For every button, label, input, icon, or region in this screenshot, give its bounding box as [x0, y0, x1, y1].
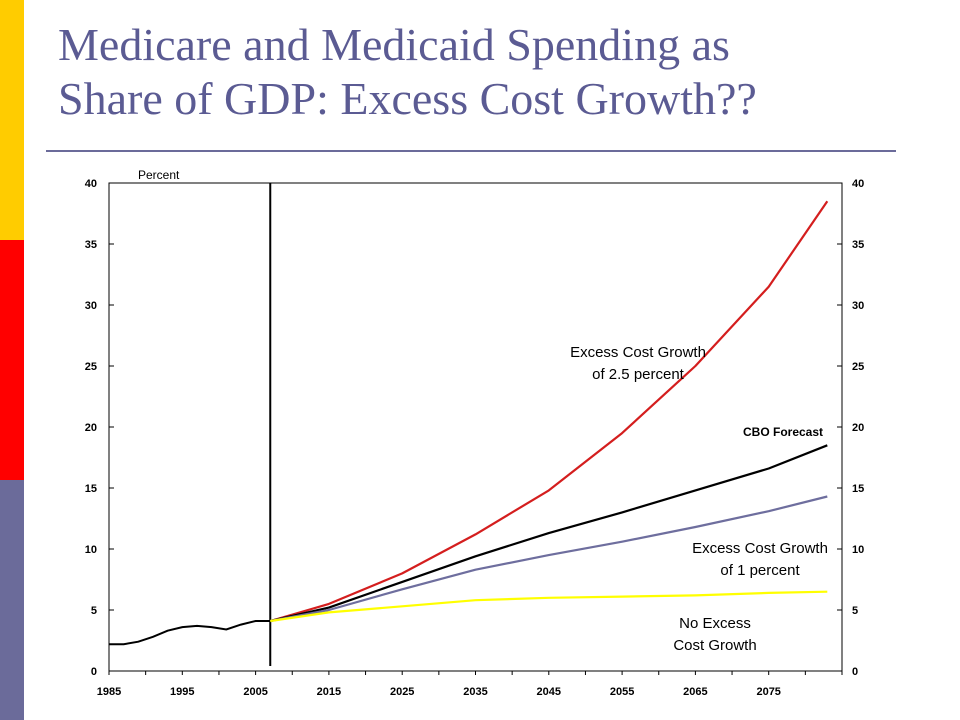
title-divider — [46, 150, 896, 152]
x-tick-label: 2035 — [463, 686, 487, 698]
y-tick-label-left: 10 — [85, 544, 97, 556]
y-tick-label-right: 30 — [852, 300, 864, 312]
y-tick-label-left: 40 — [85, 178, 97, 190]
x-tick-label: 2045 — [537, 686, 561, 698]
x-tick-label: 2075 — [756, 686, 780, 698]
accent-bar-purple — [0, 480, 24, 720]
y-tick-label-right: 15 — [852, 483, 864, 495]
x-tick-label: 1985 — [97, 686, 121, 698]
series-line-no_excess — [270, 590, 828, 623]
label-no-excess-line2: Cost Growth — [673, 637, 756, 654]
label-excess-1-line2: of 1 percent — [720, 562, 800, 579]
x-tick-label: 2055 — [610, 686, 634, 698]
x-tick-label: 2005 — [243, 686, 267, 698]
y-tick-label-right: 25 — [852, 361, 864, 373]
title-line-1: Medicare and Medicaid Spending as — [58, 19, 730, 70]
label-excess-2-5-line1: Excess Cost Growth — [570, 344, 706, 361]
label-excess-2-5-line2: of 2.5 percent — [592, 366, 685, 383]
y-tick-label-right: 20 — [852, 422, 864, 434]
label-excess-1-line1: Excess Cost Growth — [692, 540, 828, 557]
historical-line — [109, 620, 271, 646]
plot-frame — [108, 182, 843, 672]
y-tick-label-right: 10 — [852, 544, 864, 556]
series-line-cbo — [270, 444, 828, 623]
y-tick-label-left: 20 — [85, 422, 97, 434]
series-line-excess_2_5 — [269, 200, 829, 623]
accent-bar-yellow — [0, 0, 24, 240]
y-unit-label: Percent — [138, 168, 180, 182]
x-tick-label: 2065 — [683, 686, 707, 698]
series-line-excess_1 — [270, 495, 828, 623]
slide-title: Medicare and Medicaid Spending as Share … — [58, 18, 938, 126]
y-tick-label-left: 5 — [91, 605, 97, 617]
y-tick-label-left: 25 — [85, 361, 97, 373]
title-line-2: Share of GDP: Excess Cost Growth?? — [58, 73, 757, 124]
y-tick-label-left: 15 — [85, 483, 97, 495]
label-no-excess-line1: No Excess — [679, 615, 751, 632]
x-tick-label: 2015 — [317, 686, 341, 698]
y-tick-label-right: 40 — [852, 178, 864, 190]
y-tick-label-right: 5 — [852, 605, 858, 617]
y-tick-label-left: 0 — [91, 666, 97, 678]
accent-bar-red — [0, 240, 24, 480]
label-cbo-forecast: CBO Forecast — [743, 425, 823, 439]
y-tick-label-right: 0 — [852, 666, 858, 678]
y-tick-label-left: 30 — [85, 300, 97, 312]
x-tick-label: 2025 — [390, 686, 414, 698]
x-tick-label: 1995 — [170, 686, 194, 698]
y-tick-label-right: 35 — [852, 239, 864, 251]
series-lines — [109, 200, 829, 646]
y-tick-label-left: 35 — [85, 239, 97, 251]
